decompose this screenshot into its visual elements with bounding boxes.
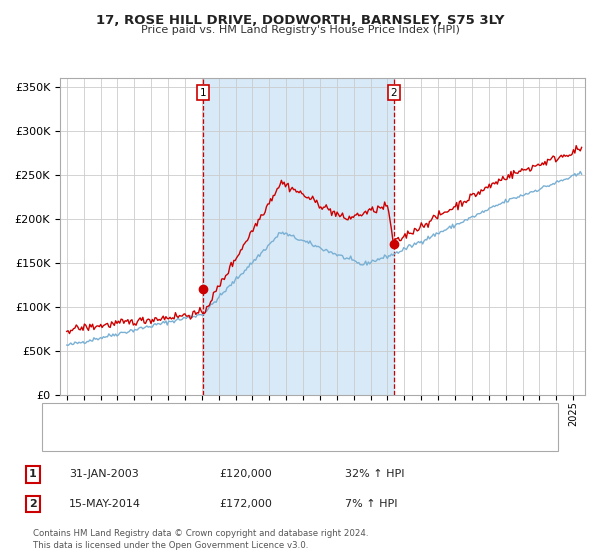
Text: 1: 1 xyxy=(200,87,206,97)
Text: £172,000: £172,000 xyxy=(219,499,272,509)
Text: 17, ROSE HILL DRIVE, DODWORTH, BARNSLEY, S75 3LY (detached house): 17, ROSE HILL DRIVE, DODWORTH, BARNSLEY,… xyxy=(81,412,446,422)
Bar xyxy=(203,78,394,395)
Text: 7% ↑ HPI: 7% ↑ HPI xyxy=(345,499,398,509)
Text: 2: 2 xyxy=(391,87,397,97)
Text: 15-MAY-2014: 15-MAY-2014 xyxy=(69,499,141,509)
Text: This data is licensed under the Open Government Licence v3.0.: This data is licensed under the Open Gov… xyxy=(33,541,308,550)
Text: £120,000: £120,000 xyxy=(219,469,272,479)
Text: Price paid vs. HM Land Registry's House Price Index (HPI): Price paid vs. HM Land Registry's House … xyxy=(140,25,460,35)
Text: 1: 1 xyxy=(29,469,37,479)
Text: Contains HM Land Registry data © Crown copyright and database right 2024.: Contains HM Land Registry data © Crown c… xyxy=(33,529,368,538)
Text: 32% ↑ HPI: 32% ↑ HPI xyxy=(345,469,404,479)
Text: 31-JAN-2003: 31-JAN-2003 xyxy=(69,469,139,479)
Text: 2: 2 xyxy=(29,499,37,509)
Text: 17, ROSE HILL DRIVE, DODWORTH, BARNSLEY, S75 3LY: 17, ROSE HILL DRIVE, DODWORTH, BARNSLEY,… xyxy=(96,14,504,27)
Text: ——: —— xyxy=(51,410,76,423)
Text: ——: —— xyxy=(51,431,76,444)
Text: HPI: Average price, detached house, Barnsley: HPI: Average price, detached house, Barn… xyxy=(81,432,309,442)
